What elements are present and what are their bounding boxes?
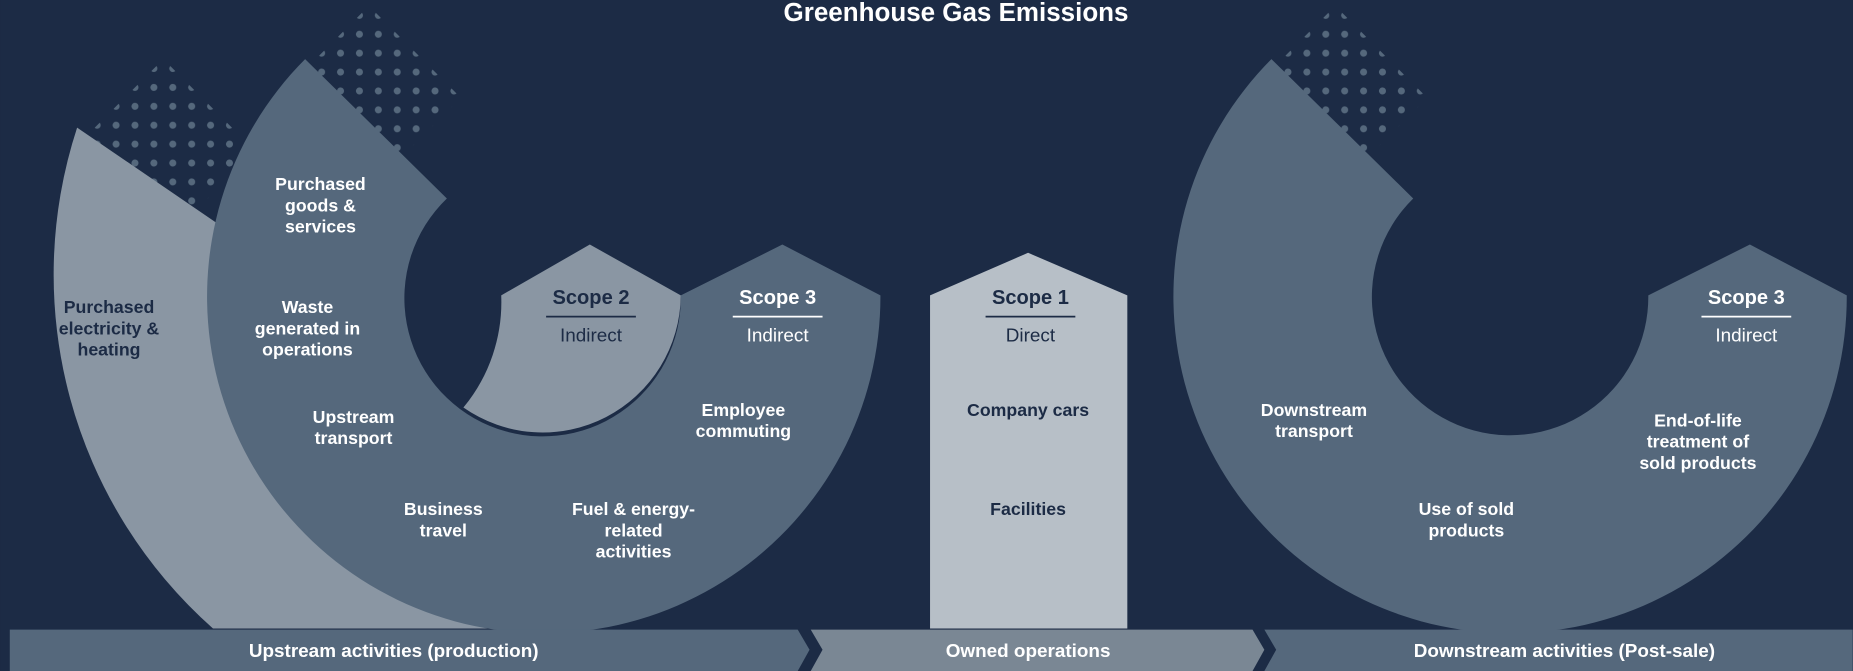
category-label: generated in: [255, 318, 360, 338]
category-label: End-of-life: [1654, 410, 1742, 430]
category-label: Business: [404, 499, 483, 519]
scope-name: Scope 1: [992, 287, 1069, 309]
category-label: Purchased: [64, 297, 155, 317]
stage-label: Upstream activities (production): [249, 641, 539, 662]
stage-label: Owned operations: [946, 641, 1111, 662]
category-label: Facilities: [990, 499, 1066, 519]
category-label: Purchased: [275, 174, 366, 194]
scope3-downstream-band: [1173, 59, 1847, 634]
scope2-tab: [463, 244, 681, 433]
scope-kind: Indirect: [560, 326, 623, 347]
scope-name: Scope 2: [552, 287, 629, 309]
category-label: Downstream: [1261, 400, 1367, 420]
category-label: Waste: [282, 297, 334, 317]
scope-kind: Direct: [1006, 326, 1056, 347]
category-label: travel: [420, 520, 467, 540]
category-label: operations: [262, 340, 353, 360]
scope-name: Scope 3: [1708, 287, 1785, 309]
stage-banner: [1264, 629, 1853, 671]
category-label: activities: [596, 542, 672, 562]
category-label: related: [604, 520, 662, 540]
scope3-upstream-band: [207, 59, 881, 634]
scope-kind: Indirect: [1715, 326, 1778, 347]
category-label: Upstream: [313, 407, 395, 427]
category-label: Use of sold: [1419, 499, 1515, 519]
category-label: Employee: [702, 400, 786, 420]
stage-banner: [9, 629, 810, 671]
category-label: services: [285, 217, 356, 237]
scope-kind: Indirect: [747, 326, 810, 347]
scope1-pillar: [930, 252, 1128, 629]
scope-name: Scope 3: [739, 287, 816, 309]
category-label: electricity &: [59, 318, 160, 338]
category-label: goods &: [285, 195, 356, 215]
category-label: treatment of: [1647, 432, 1749, 452]
title: Greenhouse Gas Emissions: [784, 0, 1129, 27]
category-label: sold products: [1639, 453, 1756, 473]
category-label: Company cars: [967, 400, 1089, 420]
category-label: transport: [1275, 421, 1353, 441]
dots: [79, 59, 256, 235]
category-label: Fuel & energy-: [572, 499, 695, 519]
category-label: commuting: [696, 421, 791, 441]
category-label: products: [1428, 520, 1504, 540]
category-label: heating: [78, 340, 141, 360]
category-label: transport: [315, 428, 393, 448]
stage-label: Downstream activities (Post-sale): [1414, 641, 1715, 662]
stage-banner: [810, 629, 1265, 671]
